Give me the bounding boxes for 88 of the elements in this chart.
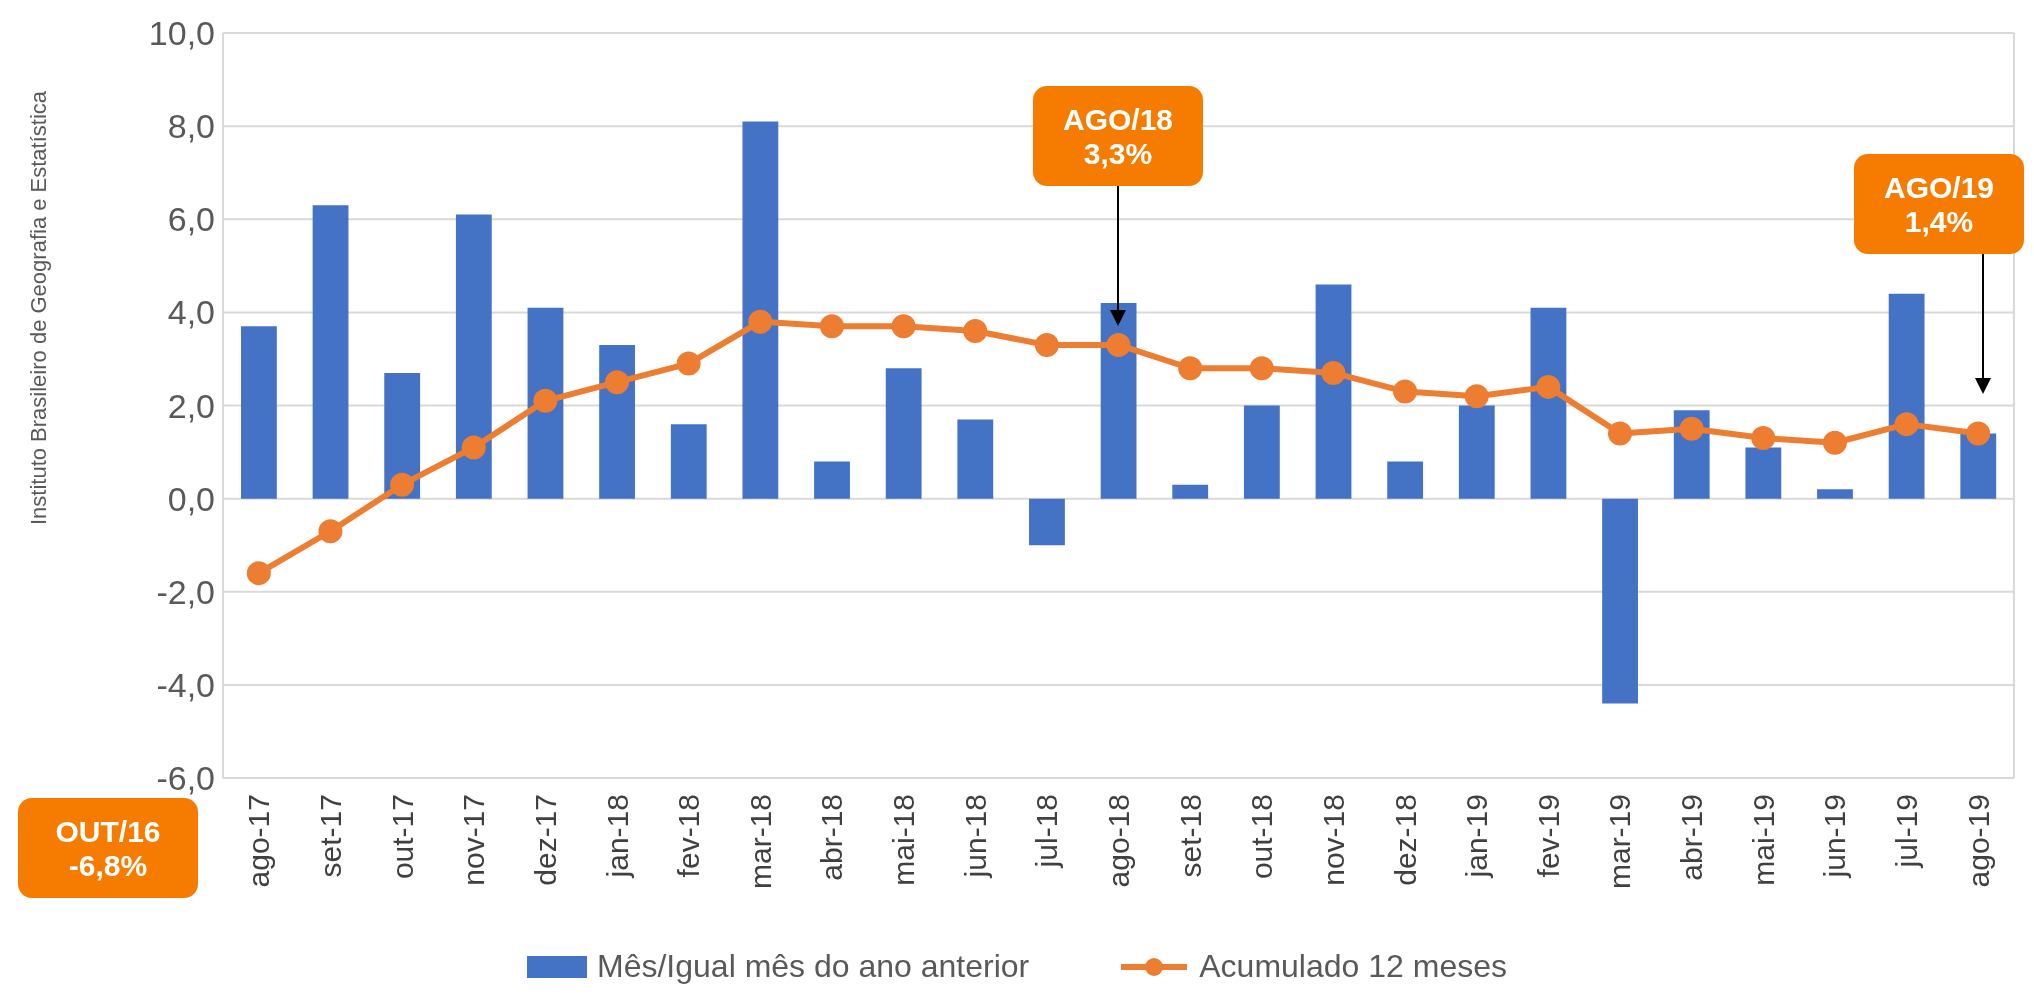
y-tick-label: 0,0 [167, 479, 215, 518]
point [963, 319, 988, 343]
bar [1387, 461, 1424, 499]
bar [814, 461, 850, 499]
x-tick-label: nov-18 [1316, 794, 1350, 886]
point [1822, 430, 1847, 455]
bar [1029, 498, 1065, 546]
text: Instituto Brasileiro de Geografia e Estatística [25, 90, 51, 526]
x-tick-label: fev-18 [672, 794, 706, 878]
x-tick-label: nov-17 [457, 794, 491, 886]
bar [1817, 489, 1853, 499]
point [1249, 356, 1274, 381]
point [1966, 421, 1991, 446]
x-tick-label: out-17 [385, 794, 419, 880]
point [461, 435, 486, 460]
point [1607, 421, 1632, 446]
point [318, 519, 343, 544]
x-tick-label: out-18 [1245, 794, 1279, 880]
point [1034, 332, 1059, 357]
text: OUT/16 -6,8% [55, 815, 161, 882]
bar [1172, 484, 1209, 499]
x-tick-label: ago-17 [242, 794, 276, 888]
x-tick-label: ago-19 [1961, 794, 1995, 888]
point [748, 309, 773, 334]
point [1393, 379, 1418, 404]
bar [1745, 447, 1782, 499]
point [1751, 426, 1776, 451]
legend-label: Mês/Igual mês do ano anterior [597, 948, 1030, 985]
x-tick-label: mai-18 [887, 794, 921, 886]
bar [1960, 433, 1997, 499]
bar [1315, 284, 1352, 499]
bar [599, 344, 636, 499]
bar [1530, 307, 1567, 499]
x-tick-label: dez-18 [1388, 794, 1422, 886]
y-tick-label: -4,0 [156, 665, 215, 704]
legend-label: Acumulado 12 meses [1199, 948, 1507, 985]
x-tick-label: jan-18 [600, 794, 634, 879]
x-tick-label: jun-19 [1818, 794, 1852, 879]
point [891, 314, 916, 339]
bar [527, 307, 564, 499]
x-tick-label: mar-19 [1603, 794, 1637, 890]
bar [670, 424, 707, 499]
point [1464, 384, 1489, 409]
point [1536, 374, 1561, 399]
x-tick-label: abr-18 [815, 794, 849, 881]
x-tick-label: abr-19 [1675, 794, 1709, 881]
x-tick-label: mar-18 [743, 794, 777, 890]
y-tick-label: -6,0 [156, 759, 215, 798]
bar [1100, 303, 1137, 499]
point [533, 388, 558, 413]
y-tick-label: -2,0 [156, 572, 215, 611]
x-tick-label: jan-19 [1460, 794, 1494, 879]
x-tick-label: mai-19 [1746, 794, 1780, 886]
point [390, 472, 415, 497]
y-tick-label: 8,0 [167, 107, 215, 146]
y-tick-label: 10,0 [148, 14, 215, 53]
y-tick-label: 4,0 [167, 293, 215, 332]
point [246, 561, 271, 586]
x-tick-label: dez-17 [528, 794, 562, 886]
x-tick-label: jun-18 [958, 794, 992, 879]
point [1894, 412, 1919, 437]
bar [312, 205, 349, 499]
point [1178, 356, 1203, 381]
point [676, 351, 701, 376]
bar [1458, 405, 1495, 499]
point [819, 314, 844, 339]
bar [957, 419, 994, 499]
annotation: AGO/18 3,3% [1062, 103, 1174, 170]
bar [241, 326, 277, 499]
x-tick-label: jul-19 [1890, 794, 1924, 869]
point [605, 370, 630, 395]
annotation: AGO/19 1,4% [1883, 171, 1995, 238]
y-tick-label: 2,0 [167, 386, 215, 425]
point [1106, 332, 1131, 357]
point [1679, 416, 1704, 441]
point [1321, 360, 1346, 385]
y-tick-label: 6,0 [167, 200, 215, 239]
bar [1243, 405, 1280, 499]
x-tick-label: ago-18 [1102, 794, 1135, 888]
x-tick-label: set-17 [313, 794, 347, 878]
x-tick-label: fev-19 [1531, 794, 1565, 878]
bar [1602, 498, 1638, 704]
x-tick-label: set-18 [1173, 794, 1207, 878]
bar [1888, 293, 1925, 499]
bar [885, 368, 922, 499]
x-tick-label: jul-18 [1030, 794, 1064, 869]
bar [455, 214, 492, 499]
bar [742, 121, 779, 499]
